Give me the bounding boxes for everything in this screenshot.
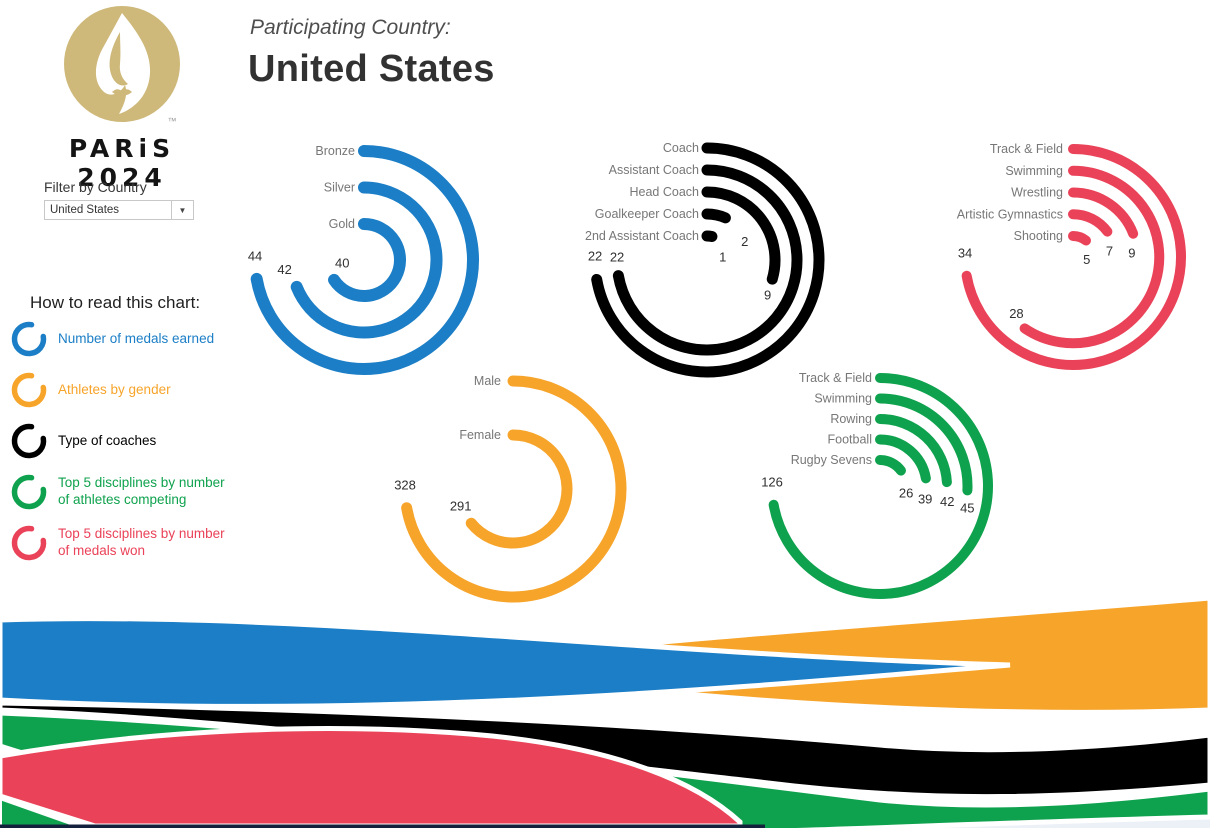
legend-item-label: Type of coaches xyxy=(58,432,157,448)
arc-coaches-1[interactable] xyxy=(612,164,803,356)
country-filter-value: United States xyxy=(50,204,120,216)
how-to-read-legend: Number of medals earned Athletes by gende… xyxy=(10,318,240,573)
arc-value-label: 9 xyxy=(764,288,771,303)
paris-2024-flame-emblem: ™ xyxy=(64,6,180,126)
arc-gender-0[interactable] xyxy=(401,375,627,603)
paris-2024-logo: ™ PARiS 2024 xyxy=(22,4,222,192)
chart-athlete_disciplines: Track & Field 126 Swimming 45 Rowing 42 Footba… xyxy=(761,371,993,599)
arc-value-label: 22 xyxy=(610,249,624,264)
arc-athlete_disciplines-1[interactable] xyxy=(875,393,973,496)
arc-medal_disciplines-3[interactable] xyxy=(1068,209,1113,237)
arc-category-label: Rugby Sevens xyxy=(791,453,872,467)
red-wave xyxy=(0,726,743,828)
arc-value-label: 45 xyxy=(960,500,974,515)
arc-value-label: 2 xyxy=(741,234,748,249)
arc-category-label: Shooting xyxy=(1014,229,1063,243)
arc-coaches-3[interactable] xyxy=(701,208,731,224)
chevron-down-icon: ▼ xyxy=(178,205,187,215)
arc-value-label: 291 xyxy=(450,498,472,513)
black-arc-icon xyxy=(11,423,47,459)
arc-value-label: 328 xyxy=(394,478,416,493)
wave-decoration xyxy=(0,595,1210,828)
legend-item-green: Top 5 disciplines by number of athletes … xyxy=(10,471,240,513)
legend-item-blue: Number of medals earned xyxy=(10,318,240,360)
arc-value-label: 7 xyxy=(1106,244,1113,259)
arc-coaches-0[interactable] xyxy=(591,142,825,378)
legend-item-black: Type of coaches xyxy=(10,420,240,462)
arc-category-label: Artistic Gymnastics xyxy=(957,207,1063,221)
arc-coaches-2[interactable] xyxy=(701,186,781,285)
arc-category-label: Female xyxy=(459,428,501,442)
filter-by-country-label: Filter by Country xyxy=(44,179,147,195)
arc-medals-0[interactable] xyxy=(250,145,479,375)
green-arc-icon xyxy=(11,474,47,510)
arc-athlete_disciplines-4[interactable] xyxy=(875,455,906,476)
arc-category-label: 2nd Assistant Coach xyxy=(585,229,699,243)
arc-medals-2[interactable] xyxy=(328,218,406,302)
arc-medals-1[interactable] xyxy=(290,181,443,339)
arc-category-label: Track & Field xyxy=(990,142,1063,156)
arc-value-label: 44 xyxy=(248,249,262,264)
dropdown-arrow-button[interactable]: ▼ xyxy=(171,201,193,219)
legend-item-label: Top 5 disciplines by number of medals wo… xyxy=(58,526,225,558)
arc-athlete_disciplines-3[interactable] xyxy=(875,434,931,484)
arc-category-label: Assistant Coach xyxy=(609,163,699,177)
page-subtitle: Participating Country: xyxy=(250,16,451,39)
arc-category-label: Coach xyxy=(663,141,699,155)
arc-value-label: 39 xyxy=(918,491,932,506)
arc-category-label: Gold xyxy=(329,217,355,231)
green-corner xyxy=(0,795,86,828)
arc-category-label: Rowing xyxy=(830,412,872,426)
yellow-arc-icon xyxy=(11,372,47,408)
country-filter-dropdown[interactable]: United States ▼ xyxy=(44,200,194,220)
legend-title: How to read this chart: xyxy=(30,293,201,312)
legend-item-label: Top 5 disciplines by number of athletes … xyxy=(58,475,225,507)
arc-category-label: Track & Field xyxy=(799,371,872,385)
arc-category-label: Swimming xyxy=(814,392,872,406)
trademark-symbol: ™ xyxy=(168,116,177,126)
logo-wordmark: PARiS 2024 xyxy=(68,134,176,192)
arc-value-label: 1 xyxy=(719,249,726,264)
blue-arc-icon xyxy=(11,321,47,357)
arc-medal_disciplines-2[interactable] xyxy=(1068,187,1139,239)
arc-category-label: Wrestling xyxy=(1011,186,1063,200)
arc-value-label: 42 xyxy=(277,262,291,277)
arc-value-label: 34 xyxy=(958,246,972,261)
arc-coaches-4[interactable] xyxy=(701,230,718,243)
arc-athlete_disciplines-0[interactable] xyxy=(768,373,993,599)
navy-bottom-line xyxy=(0,824,765,828)
legend-item-yellow: Athletes by gender xyxy=(10,369,240,411)
blue-wave xyxy=(0,616,1011,709)
arc-category-label: Swimming xyxy=(1005,164,1063,178)
arc-value-label: 126 xyxy=(761,475,783,490)
arc-category-label: Male xyxy=(474,374,501,388)
legend-item-label: Athletes by gender xyxy=(58,381,171,397)
arc-value-label: 22 xyxy=(588,249,602,264)
arc-value-label: 28 xyxy=(1009,306,1023,321)
arc-medal_disciplines-0[interactable] xyxy=(961,144,1186,370)
arc-value-label: 5 xyxy=(1083,252,1090,267)
charts-canvas: Bronze 44 Silver 42 Gold 40 Coach 22 Assistant C… xyxy=(248,141,1186,603)
red-arc-icon xyxy=(11,525,47,561)
chart-coaches: Coach 22 Assistant Coach 22 Head Coach 9 Goalk… xyxy=(585,141,825,378)
arc-athlete_disciplines-2[interactable] xyxy=(875,414,952,488)
arc-category-label: Goalkeeper Coach xyxy=(595,207,699,221)
chart-medals: Bronze 44 Silver 42 Gold 40 xyxy=(248,144,479,375)
arc-category-label: Head Coach xyxy=(630,185,700,199)
arc-value-label: 26 xyxy=(899,485,913,500)
legend-item-label: Number of medals earned xyxy=(58,330,215,346)
chart-gender: Male 328 Female 291 xyxy=(394,374,627,603)
arc-medal_disciplines-4[interactable] xyxy=(1068,231,1091,246)
arc-category-label: Bronze xyxy=(315,144,355,158)
arc-category-label: Silver xyxy=(324,181,355,195)
arc-value-label: 9 xyxy=(1128,245,1135,260)
arc-value-label: 42 xyxy=(940,494,954,509)
arc-category-label: Football xyxy=(828,433,872,447)
arc-gender-1[interactable] xyxy=(465,429,573,549)
arc-medal_disciplines-1[interactable] xyxy=(1019,165,1165,349)
legend-item-red: Top 5 disciplines by number of medals wo… xyxy=(10,522,240,564)
chart-medal_disciplines: Track & Field 34 Swimming 28 Wrestling 9 Artis… xyxy=(957,142,1186,370)
page-title: United States xyxy=(248,48,495,90)
arc-value-label: 40 xyxy=(335,256,349,271)
